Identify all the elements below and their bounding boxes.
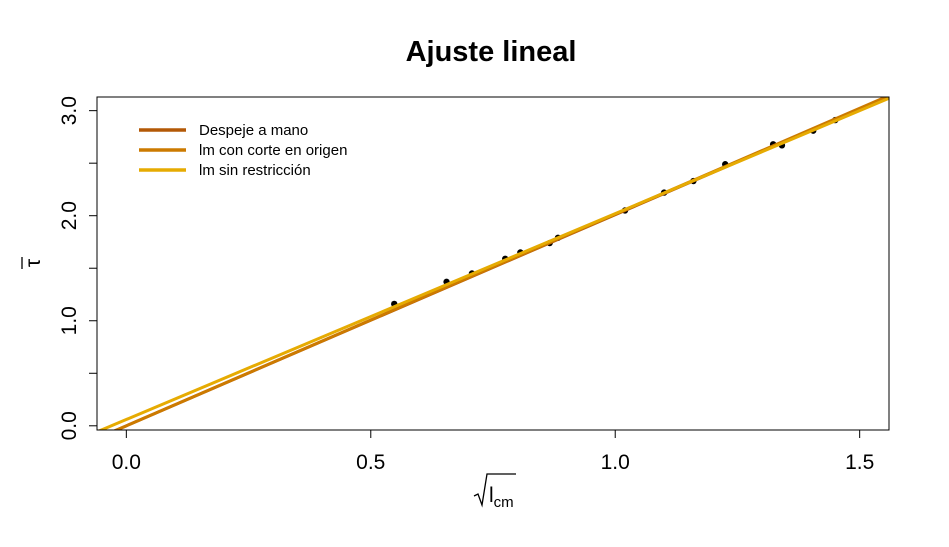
legend-label: lm sin restricción	[199, 162, 311, 179]
fit-lines	[97, 97, 889, 430]
y-tick-label: 1.0	[58, 306, 81, 335]
x-tick-label: 0.0	[112, 451, 141, 474]
y-tick-label: 2.0	[58, 201, 81, 230]
plot-border	[96, 96, 890, 431]
y-tick-label: 3.0	[58, 96, 81, 125]
y-axis: 0.0 1.0 2.0 3.0	[58, 96, 97, 440]
legend: Despeje a mano lm con corte en origen lm s…	[139, 122, 347, 179]
svg-text:lcm: lcm	[489, 484, 514, 511]
x-axis: 0.0 0.5 1.0 1.5	[112, 430, 874, 474]
legend-label: Despeje a mano	[199, 122, 308, 139]
chart-title: Ajuste lineal	[406, 36, 577, 68]
x-tick-label: 1.5	[845, 451, 874, 474]
plot-area	[96, 96, 890, 431]
x-tick-label: 0.5	[356, 451, 385, 474]
y-axis-label-text: τ	[22, 258, 45, 267]
sqrt-radical	[473, 473, 516, 508]
x-axis-label-sub: cm	[494, 494, 514, 511]
legend-label: lm con corte en origen	[199, 142, 347, 159]
fit-line-3	[97, 97, 889, 430]
y-axis-label: τ	[21, 257, 45, 269]
x-axis-label-base: l	[489, 484, 494, 507]
x-tick-label: 1.0	[601, 451, 630, 474]
y-tick-label: 0.0	[58, 411, 81, 440]
x-axis-label: lcm	[473, 473, 516, 511]
